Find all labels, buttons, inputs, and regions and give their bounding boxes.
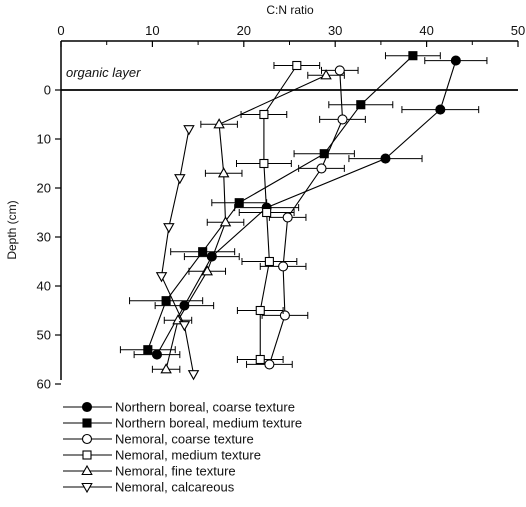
- legend-entry-4: Nemoral, medium texture: [63, 448, 261, 463]
- legend-label-3: Nemoral, coarse texture: [115, 432, 254, 447]
- point-5-1: [320, 69, 332, 80]
- point-6-6: [187, 370, 200, 381]
- legend-entry-1: Northern boreal, coarse texture: [63, 400, 295, 415]
- point-4-2: [259, 109, 269, 120]
- y-tick-label-50: 50: [37, 328, 51, 343]
- legend-label-2: Northern boreal, medium texture: [115, 416, 302, 431]
- legend-marker-1: [81, 401, 93, 413]
- point-5-5: [201, 265, 213, 276]
- series-3: [246, 65, 366, 370]
- point-2-5: [198, 247, 208, 257]
- y-tick-label-40: 40: [37, 279, 51, 294]
- point-6-3: [163, 223, 175, 234]
- point-5-7: [160, 363, 172, 374]
- point-4-3: [259, 158, 269, 169]
- point-1-7: [151, 349, 163, 360]
- point-4-6: [255, 305, 265, 316]
- legend-label-1: Northern boreal, coarse texture: [115, 400, 295, 415]
- point-3-6: [279, 310, 290, 321]
- series-1: [133, 55, 488, 360]
- point-2-7: [143, 345, 153, 355]
- legend-entry-6: Nemoral, calcareous: [63, 480, 235, 495]
- plot-area: [119, 51, 488, 381]
- point-6-5: [178, 321, 191, 332]
- legend-label-5: Nemoral, fine texture: [115, 464, 236, 479]
- series-5: [151, 69, 345, 374]
- point-4-4: [262, 207, 272, 218]
- y-tick-label-20: 20: [37, 181, 51, 196]
- y-tick-label-60: 60: [37, 377, 51, 392]
- annotation-organic-layer: organic layer: [66, 65, 141, 80]
- series-4: [235, 60, 321, 365]
- point-5-2: [213, 118, 225, 129]
- x-tick-label-50: 50: [511, 23, 525, 38]
- series-6: [155, 125, 200, 381]
- point-1-3: [380, 153, 391, 164]
- point-5-3: [217, 167, 230, 178]
- point-6-2: [174, 174, 186, 185]
- legend: Northern boreal, coarse textureNorthern …: [63, 400, 302, 495]
- point-3-1: [334, 65, 345, 76]
- x-tick-label-20: 20: [237, 23, 251, 38]
- series-2: [119, 51, 441, 355]
- point-2-4: [234, 198, 244, 208]
- legend-marker-5: [81, 464, 93, 476]
- y-tick-label-0: 0: [44, 83, 51, 98]
- point-3-2: [337, 114, 348, 125]
- point-2-1: [408, 51, 418, 61]
- point-5-4: [219, 216, 232, 227]
- point-1-1: [450, 55, 461, 66]
- y-axis-label: Depth (cm): [5, 200, 19, 259]
- legend-marker-4: [82, 450, 92, 460]
- y-tick-label-30: 30: [37, 230, 51, 245]
- x-tick-label-40: 40: [419, 23, 433, 38]
- legend-marker-3: [81, 433, 93, 445]
- point-1-2: [435, 104, 446, 115]
- legend-marker-2: [82, 418, 92, 428]
- point-2-6: [161, 296, 171, 306]
- point-4-1: [292, 60, 302, 71]
- series-line-6: [160, 129, 195, 375]
- point-3-7: [264, 359, 275, 370]
- axes: 0 10 20 30 40 50 0 10 20 30 40 50 60: [37, 23, 526, 392]
- legend-label-4: Nemoral, medium texture: [115, 448, 261, 463]
- legend-entry-2: Northern boreal, medium texture: [63, 416, 302, 431]
- point-4-7: [255, 354, 265, 365]
- point-2-2: [356, 100, 366, 110]
- point-3-3: [316, 163, 327, 174]
- legend-entry-5: Nemoral, fine texture: [63, 464, 236, 479]
- x-tick-label-10: 10: [145, 23, 159, 38]
- legend-marker-6: [81, 482, 93, 494]
- x-axis-label: C:N ratio: [266, 3, 314, 17]
- legend-entry-3: Nemoral, coarse texture: [63, 432, 254, 447]
- series-line-5: [165, 74, 327, 370]
- y-tick-label-10: 10: [37, 132, 51, 147]
- x-tick-label-0: 0: [57, 23, 64, 38]
- point-3-4: [282, 212, 293, 223]
- legend-label-6: Nemoral, calcareous: [115, 480, 235, 495]
- point-6-1: [183, 125, 195, 136]
- series-line-1: [156, 60, 457, 355]
- point-4-5: [264, 256, 274, 267]
- point-3-5: [278, 261, 289, 272]
- point-6-4: [155, 272, 168, 283]
- x-tick-label-30: 30: [328, 23, 342, 38]
